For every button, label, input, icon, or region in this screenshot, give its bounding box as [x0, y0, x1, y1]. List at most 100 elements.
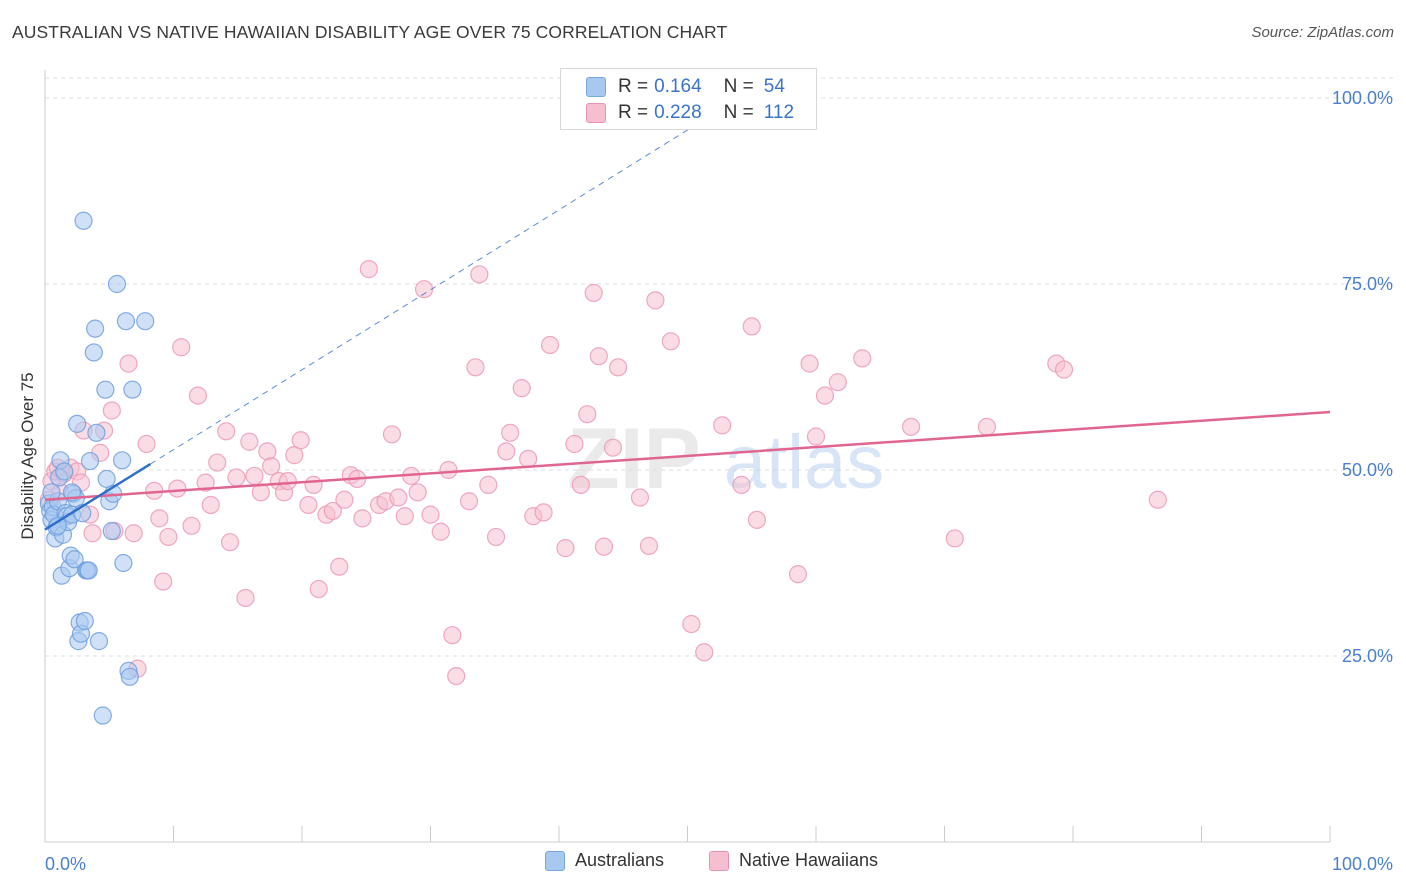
- point-native-hawaiians: [83, 524, 102, 543]
- bottom-legend-australians: Australians: [545, 850, 664, 871]
- point-native-hawaiians: [245, 466, 264, 486]
- point-native-hawaiians: [447, 666, 466, 686]
- grid-lines: [45, 77, 1395, 657]
- point-native-hawaiians: [788, 565, 808, 584]
- legend-swatch-australians: [586, 77, 606, 97]
- point-australians: [136, 312, 155, 331]
- point-native-hawaiians: [732, 475, 751, 494]
- legend-n-label: N =: [723, 76, 754, 97]
- y-axis-label: Disability Age Over 75: [18, 372, 37, 539]
- x-tick-label: 0.0%: [45, 854, 86, 874]
- point-australians: [93, 706, 112, 725]
- point-native-hawaiians: [431, 522, 450, 541]
- point-native-hawaiians: [466, 358, 485, 377]
- point-native-hawaiians: [119, 354, 138, 373]
- y-tick-label: 100.0%: [1332, 88, 1393, 108]
- y-tick-label: 75.0%: [1342, 274, 1393, 294]
- point-native-hawaiians: [278, 472, 297, 491]
- point-native-hawaiians: [220, 533, 240, 552]
- legend-n-label: N =: [723, 102, 754, 123]
- point-australians: [123, 380, 142, 399]
- legend-row-native-hawaiians: R = 0.228 N = 112: [586, 100, 794, 126]
- point-australians: [102, 521, 121, 541]
- point-native-hawaiians: [945, 529, 964, 548]
- point-native-hawaiians: [540, 335, 560, 355]
- point-native-hawaiians: [208, 453, 227, 472]
- point-australians: [68, 414, 87, 433]
- legend-r-value: 0.228: [654, 102, 702, 123]
- point-native-hawaiians: [137, 434, 156, 454]
- watermark-atlas: atlas: [724, 420, 885, 505]
- point-native-hawaiians: [609, 358, 628, 377]
- legend-r-label: R =: [618, 102, 649, 123]
- point-native-hawaiians: [901, 417, 921, 436]
- point-native-hawaiians: [102, 401, 121, 420]
- point-australians: [75, 611, 94, 631]
- tick-labels: 25.0% 50.0% 75.0% 100.0% 0.0% 100.0%: [45, 88, 1393, 874]
- bottom-legend-swatch-native-hawaiians: [709, 850, 729, 871]
- point-native-hawaiians: [172, 338, 191, 357]
- point-native-hawaiians: [421, 505, 440, 524]
- point-native-hawaiians: [395, 507, 414, 526]
- point-native-hawaiians: [1054, 360, 1074, 379]
- point-native-hawaiians: [565, 434, 584, 454]
- point-australians: [55, 462, 74, 481]
- point-native-hawaiians: [196, 473, 215, 492]
- point-native-hawaiians: [977, 417, 997, 436]
- point-native-hawaiians: [479, 475, 498, 494]
- point-native-hawaiians: [512, 379, 531, 398]
- trend-lines: [44, 97, 1331, 531]
- point-australians: [79, 561, 98, 580]
- point-native-hawaiians: [236, 588, 255, 608]
- point-native-hawaiians: [571, 475, 590, 494]
- point-native-hawaiians: [747, 510, 766, 529]
- trend-line-native-hawaiians: [44, 410, 1331, 502]
- point-native-hawaiians: [159, 527, 178, 547]
- point-native-hawaiians: [806, 427, 826, 446]
- point-native-hawaiians: [330, 557, 349, 576]
- point-native-hawaiians: [578, 405, 597, 424]
- source-credit: Source: ZipAtlas.com: [1251, 24, 1394, 41]
- point-australians: [114, 553, 133, 573]
- point-native-hawaiians: [639, 536, 659, 555]
- x-tick-label: 100.0%: [1332, 854, 1393, 874]
- point-native-hawaiians: [800, 354, 819, 373]
- point-native-hawaiians: [439, 460, 458, 480]
- point-native-hawaiians: [630, 488, 650, 507]
- y-tick-label: 25.0%: [1342, 646, 1393, 666]
- point-native-hawaiians: [124, 524, 143, 543]
- point-native-hawaiians: [713, 416, 732, 435]
- point-native-hawaiians: [182, 516, 201, 535]
- data-points: [39, 211, 1167, 725]
- point-native-hawaiians: [353, 509, 372, 528]
- point-native-hawaiians: [258, 442, 277, 461]
- point-native-hawaiians: [299, 495, 318, 515]
- point-australians: [120, 667, 139, 686]
- point-native-hawaiians: [188, 386, 208, 405]
- point-native-hawaiians: [262, 457, 281, 476]
- point-native-hawaiians: [470, 265, 489, 284]
- bottom-legend-label: Australians: [575, 850, 665, 870]
- point-native-hawaiians: [661, 332, 680, 351]
- legend-row-australians: R = 0.164 N = 54: [586, 74, 785, 100]
- point-native-hawaiians: [201, 495, 220, 515]
- legend-n-value: 112: [763, 102, 795, 123]
- point-native-hawaiians: [646, 291, 665, 310]
- point-australians: [107, 274, 127, 294]
- legend-r-label: R =: [618, 76, 649, 97]
- bottom-legend: Australians Native Hawaiians: [0, 850, 1406, 880]
- point-native-hawaiians: [382, 425, 402, 444]
- point-native-hawaiians: [154, 572, 173, 591]
- point-native-hawaiians: [304, 475, 323, 494]
- legend-swatch-native-hawaiians: [586, 103, 606, 123]
- point-native-hawaiians: [815, 386, 835, 405]
- point-australians: [96, 380, 115, 399]
- point-native-hawaiians: [459, 492, 479, 511]
- point-native-hawaiians: [682, 614, 701, 634]
- point-native-hawaiians: [497, 442, 516, 461]
- point-native-hawaiians: [309, 579, 328, 599]
- legend-n-value: 54: [763, 76, 785, 97]
- legend-box: R = 0.164 N = 54 R = 0.228 N = 112: [560, 68, 817, 130]
- point-australians: [42, 483, 61, 502]
